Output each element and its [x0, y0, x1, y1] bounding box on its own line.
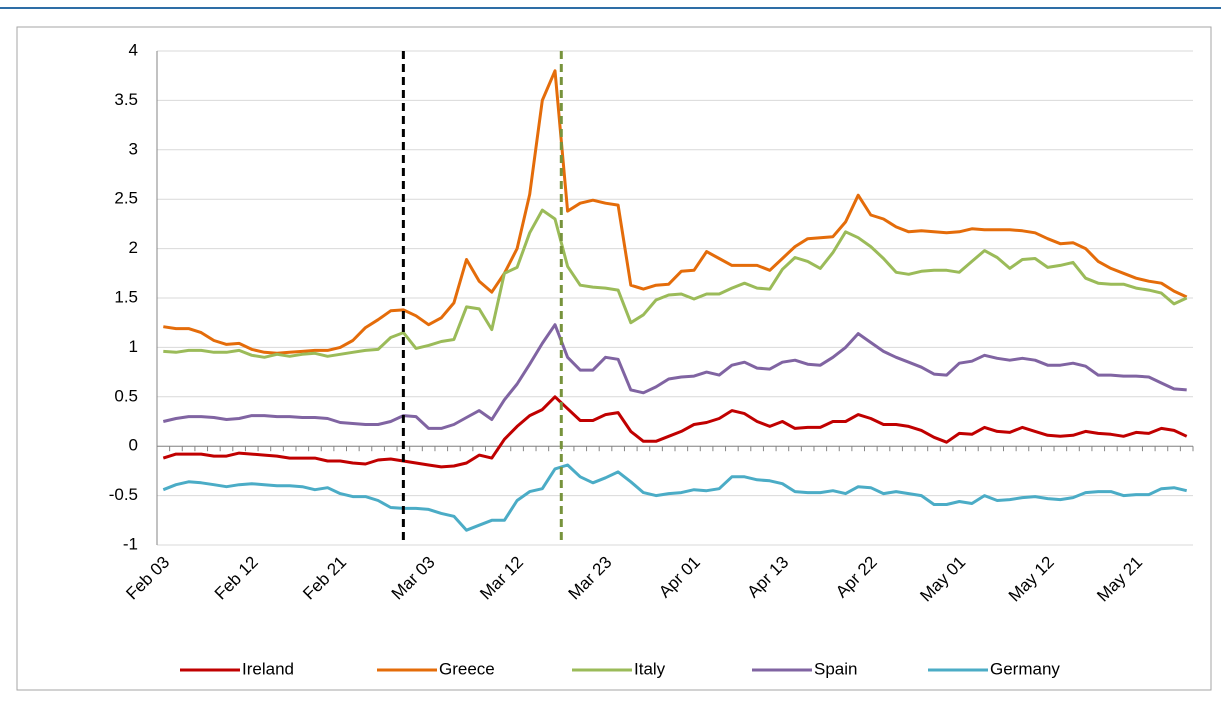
y-tick-label: 0: [129, 436, 138, 455]
y-tick-label: 0.5: [114, 386, 138, 405]
series-line: [162, 395, 1188, 469]
legend-label: Ireland: [242, 659, 294, 678]
legend-label: Italy: [634, 659, 666, 678]
y-tick-label: 4: [129, 40, 138, 59]
y-tick-label: -0.5: [109, 485, 138, 504]
legend-label: Germany: [990, 659, 1060, 678]
y-tick-label: 3.5: [114, 90, 138, 109]
legend-label: Spain: [814, 659, 857, 678]
y-tick-label: 3: [129, 139, 138, 158]
legend-label: Greece: [439, 659, 495, 678]
y-tick-label: -1: [123, 534, 138, 553]
series-line: [163, 69, 1188, 355]
y-tick-label: 2.5: [114, 189, 138, 208]
series-line: [162, 463, 1188, 532]
series-line: [162, 323, 1187, 430]
y-tick-label: 1: [129, 337, 138, 356]
series-line: [163, 208, 1188, 359]
y-tick-label: 1.5: [114, 287, 138, 306]
y-tick-label: 2: [129, 238, 138, 257]
